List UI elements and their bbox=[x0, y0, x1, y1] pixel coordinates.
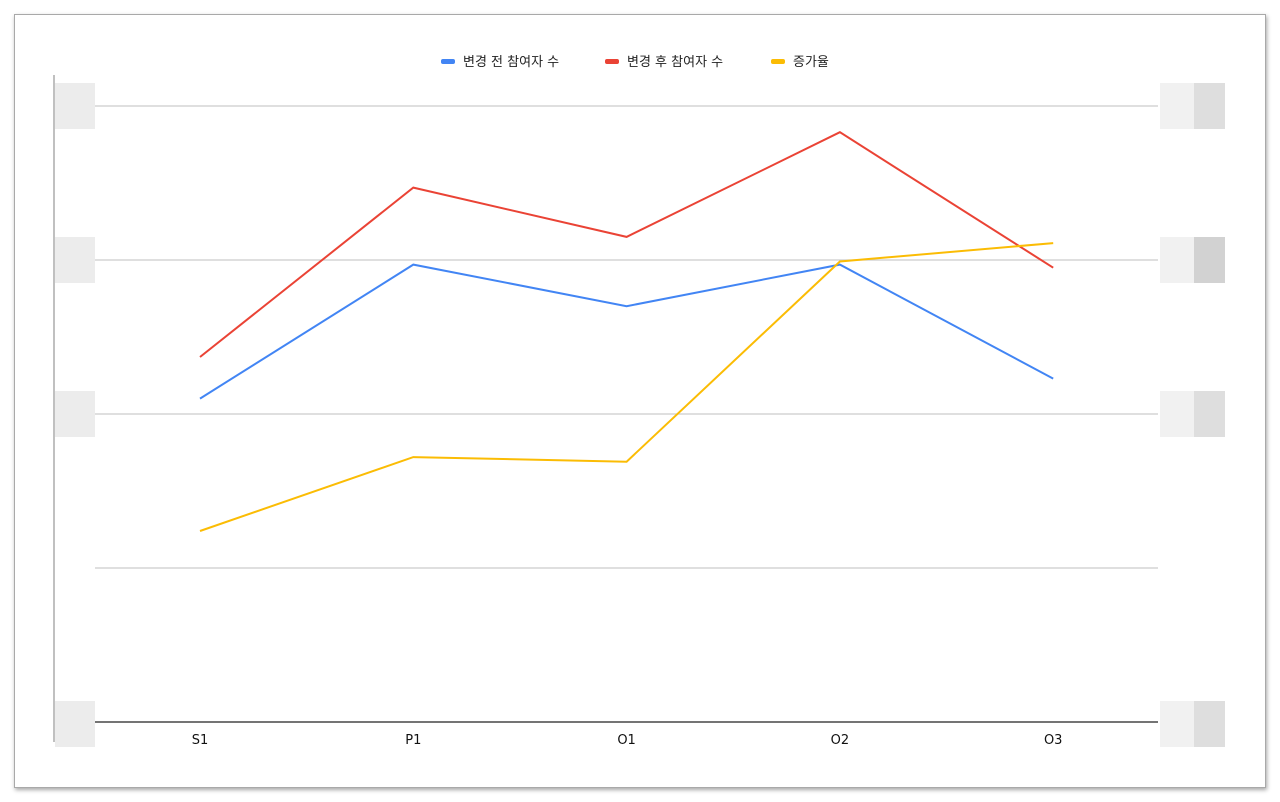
obscured-right-tick-label bbox=[1194, 701, 1225, 747]
x-tick-label: P1 bbox=[405, 733, 421, 748]
obscured-left-tick-label bbox=[55, 237, 95, 283]
obscured-right-tick-label bbox=[1160, 83, 1194, 129]
obscured-left-tick-label bbox=[55, 701, 95, 747]
gridlines bbox=[95, 105, 1158, 569]
series-line-1 bbox=[199, 263, 1054, 400]
obscured-right-tick-label bbox=[1194, 83, 1225, 129]
line-chart: S1 P1 O1 O2 O3 변경 전 참여자 수 변경 후 참여자 수 증가율 bbox=[53, 55, 1225, 748]
legend-swatch bbox=[771, 59, 785, 64]
obscured-left-tick-label bbox=[55, 83, 95, 129]
series-line-3 bbox=[199, 242, 1054, 532]
x-tick-label: O3 bbox=[1044, 733, 1063, 748]
x-tick-label: O2 bbox=[831, 733, 850, 748]
legend-label: 증가율 bbox=[793, 55, 829, 70]
legend-swatch bbox=[441, 59, 455, 64]
obscured-right-tick-label bbox=[1194, 391, 1225, 437]
x-tick-label: O1 bbox=[617, 733, 636, 748]
chart-frame: S1 P1 O1 O2 O3 변경 전 참여자 수 변경 후 참여자 수 증가율 bbox=[14, 14, 1266, 788]
legend-swatch bbox=[605, 59, 619, 64]
obscured-right-tick-label bbox=[1160, 237, 1194, 283]
legend-label: 변경 후 참여자 수 bbox=[627, 55, 723, 70]
obscured-left-tick-label bbox=[55, 391, 95, 437]
series-line-2 bbox=[199, 131, 1054, 358]
legend: 변경 전 참여자 수 변경 후 참여자 수 증가율 bbox=[441, 55, 829, 70]
x-tick-labels: S1 P1 O1 O2 O3 bbox=[192, 733, 1063, 748]
legend-label: 변경 전 참여자 수 bbox=[463, 55, 559, 70]
obscured-right-tick-label bbox=[1160, 391, 1194, 437]
x-tick-label: S1 bbox=[192, 733, 209, 748]
obscured-right-tick-label bbox=[1160, 701, 1194, 747]
series-lines bbox=[199, 131, 1054, 532]
obscured-axis-labels bbox=[55, 83, 1225, 747]
obscured-right-tick-label bbox=[1194, 237, 1225, 283]
